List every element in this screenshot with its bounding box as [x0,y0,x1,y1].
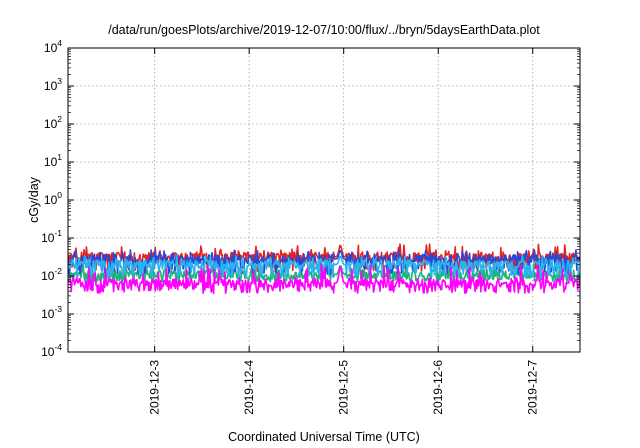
y-tick-label: 10-2 [41,266,62,283]
y-axis-label: cGy/day [27,176,41,223]
y-tick-label: 104 [44,38,62,55]
flux-series-4 [68,254,580,279]
x-tick-label: 2019-12-5 [337,360,351,415]
chart-title: /data/run/goesPlots/archive/2019-12-07/1… [108,23,540,37]
y-tick-label: 100 [44,190,62,207]
x-axis-label: Coordinated Universal Time (UTC) [228,430,420,444]
x-tick-label: 2019-12-6 [431,360,445,415]
y-tick-label: 101 [44,152,62,169]
y-tick-label: 10-1 [41,228,62,245]
series-group [68,243,580,295]
flux-series-5 [68,263,580,295]
y-tick-label: 10-3 [41,304,62,321]
y-tick-label: 10-4 [41,342,62,359]
x-tick-label: 2019-12-4 [242,360,256,415]
y-tick-label: 103 [44,76,62,93]
x-tick-label: 2019-12-3 [148,360,162,415]
x-tick-label: 2019-12-7 [526,360,540,415]
axis-ticks: 10-4 10-3 10-2 10-1 100 101 102 103 104 2019-12-3… [41,38,580,415]
y-tick-label: 102 [44,114,62,131]
